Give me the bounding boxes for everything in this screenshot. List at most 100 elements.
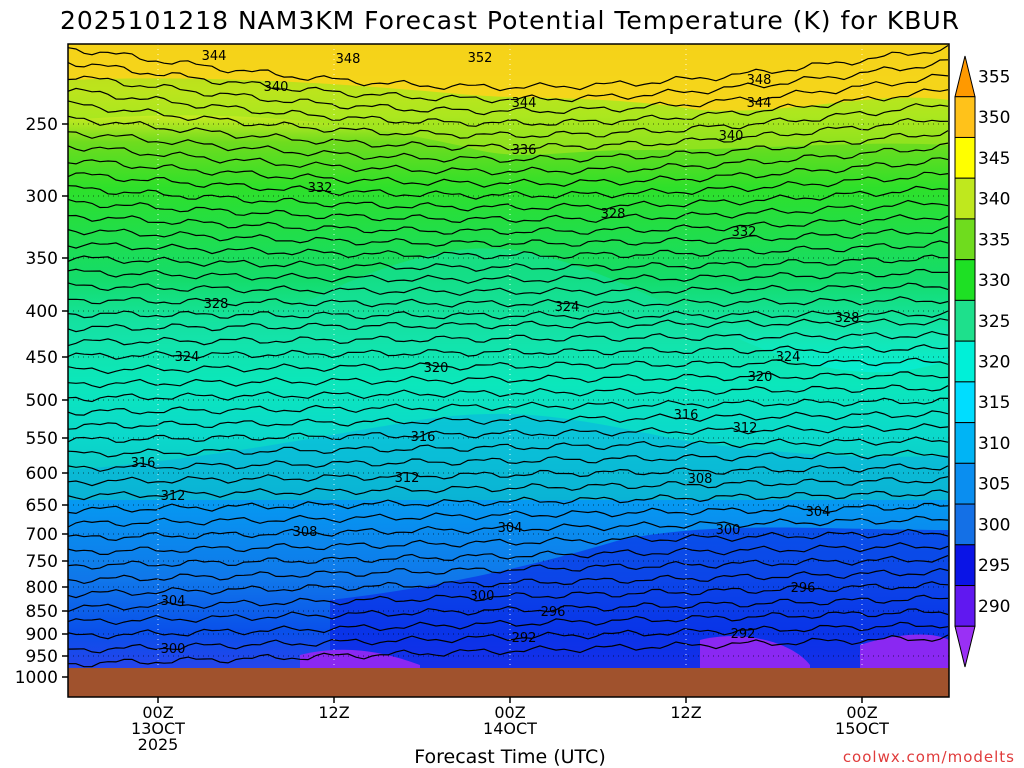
colorbar-label: 355 — [978, 67, 1010, 87]
contour-label: 324 — [175, 350, 200, 365]
x-tick-label: 13OCT — [131, 719, 185, 738]
y-tick-label: 300 — [26, 187, 58, 207]
contour-label: 316 — [411, 430, 436, 445]
isentrope-lines — [68, 44, 949, 668]
isentrope — [68, 309, 949, 320]
y-tick-label: 250 — [26, 115, 58, 135]
isentrope — [68, 567, 949, 599]
contour-label: 340 — [719, 129, 744, 144]
isentrope — [68, 130, 949, 163]
colorbar-swatch — [954, 177, 976, 220]
isentrope — [68, 621, 949, 654]
isentrope — [68, 171, 949, 200]
colorbar-label: 310 — [978, 434, 1010, 454]
isentrope — [68, 502, 949, 528]
isentrope — [68, 318, 949, 333]
contour-label: 332 — [732, 225, 757, 240]
contour-label: 316 — [674, 408, 699, 423]
isentrope — [68, 59, 949, 104]
isentrope — [68, 87, 949, 127]
contour-label: 344 — [512, 96, 537, 111]
isentrope — [68, 115, 949, 151]
isentrope — [68, 449, 949, 472]
contour-label: 332 — [308, 181, 333, 196]
x-axis-label: Forecast Time (UTC) — [414, 746, 605, 768]
isentrope — [68, 198, 949, 224]
contour-label: 296 — [791, 581, 816, 596]
isentrope — [68, 397, 949, 416]
x-tick-label: 12Z — [318, 703, 349, 722]
colorbar: 355 350 345 340 335 330 325 320 315 310 305 300 295 2… — [954, 55, 1010, 668]
contour-label: 304 — [498, 521, 523, 536]
chart-title: 2025101218 NAM3KM Forecast Potential Tem… — [60, 6, 960, 35]
contour-label: 308 — [688, 472, 713, 487]
isentrope — [68, 423, 949, 443]
contour-label: 312 — [395, 471, 420, 486]
isentrope — [68, 608, 949, 640]
contour-label: 324 — [776, 350, 801, 365]
isentrope — [68, 528, 949, 555]
isentrope — [68, 581, 949, 613]
isentrope — [68, 463, 949, 487]
contour-label: 296 — [541, 605, 566, 620]
isentrope — [68, 476, 949, 501]
contour-label: 340 — [264, 80, 289, 95]
contour-label: 348 — [336, 52, 361, 67]
contour-label: 344 — [747, 96, 772, 111]
contour-label: 300 — [470, 589, 495, 604]
contour-label: 316 — [131, 456, 156, 471]
isentrope — [68, 73, 949, 116]
colorbar-swatch — [954, 422, 976, 464]
isentrope — [68, 268, 948, 284]
colorbar-label: 335 — [978, 230, 1010, 250]
isentrope — [68, 214, 949, 236]
contour-label: 328 — [835, 311, 860, 326]
x-tick-label: 00Z — [846, 703, 877, 722]
contour-label: 328 — [601, 207, 626, 222]
colorbar-label: 305 — [978, 475, 1010, 495]
isentrope — [68, 515, 949, 542]
colorbar-swatch — [954, 462, 976, 505]
y-tick-label: 550 — [26, 429, 58, 449]
contour-label: 300 — [161, 642, 186, 657]
y-tick-label: 750 — [26, 552, 58, 572]
y-axis: 250 300 350 400 450 500 550 600 650 700 750 800 850 9… — [15, 115, 68, 688]
colorbar-swatch — [954, 503, 976, 546]
y-tick-label: 950 — [26, 647, 58, 667]
plot-frame — [67, 43, 950, 698]
grid-lines — [68, 44, 949, 668]
hot-top-band — [68, 44, 949, 111]
x-tick-label: 00Z — [142, 703, 173, 722]
isentrope — [68, 100, 949, 139]
isentrope — [68, 489, 949, 515]
isentrope — [68, 371, 949, 389]
colorbar-label: 325 — [978, 312, 1010, 332]
colorbar-label: 330 — [978, 271, 1010, 291]
y-tick-label: 900 — [26, 625, 58, 645]
isentrope — [68, 44, 949, 92]
isentrope — [68, 634, 949, 668]
y-tick-label: 400 — [26, 302, 58, 322]
isentrope — [68, 555, 949, 585]
isentrope — [68, 410, 949, 430]
isentrope — [68, 542, 949, 570]
y-tick-label: 800 — [26, 578, 58, 598]
contour-label: 344 — [202, 49, 227, 64]
contour-label: 348 — [747, 73, 772, 88]
contour-label: 292 — [731, 627, 756, 642]
colorbar-swatch — [954, 96, 976, 138]
colorbar-label: 315 — [978, 393, 1010, 413]
y-tick-label: 650 — [26, 496, 58, 516]
colorbar-bottom-arrow — [954, 625, 976, 668]
isentrope — [68, 384, 949, 403]
credit-text: coolwx.com/modelts — [843, 748, 1015, 766]
isentrope — [68, 240, 949, 260]
x-tick-label: 12Z — [670, 703, 701, 722]
isentrope — [68, 296, 949, 308]
colorbar-swatch — [954, 136, 976, 179]
terrain-below-ground — [68, 668, 949, 697]
isentrope — [68, 330, 949, 347]
